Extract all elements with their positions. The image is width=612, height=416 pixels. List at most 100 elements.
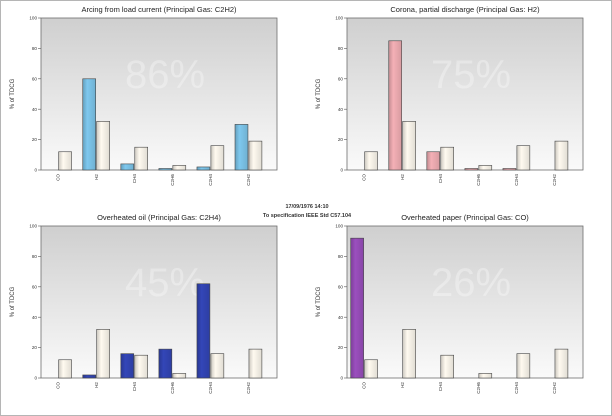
x-tick-label: H2 — [400, 174, 405, 180]
percent-label: 86% — [125, 53, 205, 97]
bar-reference-gas — [440, 146, 455, 171]
x-tick-label: C2H2 — [552, 382, 557, 394]
x-tick-label: C2H2 — [246, 174, 251, 186]
y-tick-label: 20 — [32, 137, 38, 142]
chart-title: Corona, partial discharge (Principal Gas… — [390, 5, 540, 14]
bar-fault-gas — [196, 283, 211, 379]
x-tick-label: CO — [56, 382, 61, 389]
chart-overheated-oil: Overheated oil (Principal Gas: C2H4) 45% 0… — [1, 209, 307, 414]
chart-svg: Arcing from load current (Principal Gas:… — [10, 5, 278, 186]
bar-fault-gas — [388, 40, 402, 171]
analysis-info: 17/09/1976 14:10 To specification IEEE S… — [1, 203, 612, 221]
x-tick-label: C2H2 — [246, 382, 251, 394]
y-axis-label: % of TDCG — [10, 78, 16, 109]
x-tick-label: C2H4 — [514, 174, 519, 186]
bar-reference-gas — [96, 329, 110, 379]
bar-fault-gas — [196, 166, 211, 171]
y-tick-label: 20 — [338, 345, 344, 350]
bar-reference-gas — [516, 353, 531, 379]
bar-reference-gas — [440, 354, 455, 379]
bar-reference-gas — [478, 373, 493, 379]
y-tick-label: 60 — [32, 284, 38, 289]
x-tick-label: C2H4 — [514, 382, 519, 394]
bar-reference-gas — [478, 165, 493, 171]
percent-label: 26% — [431, 261, 511, 305]
chart-arcing: Arcing from load current (Principal Gas:… — [1, 1, 307, 206]
bar-reference-gas — [554, 348, 569, 379]
bar-fault-gas — [350, 237, 364, 379]
y-tick-label: 0 — [340, 376, 343, 381]
analysis-datetime: 17/09/1976 14:10 — [285, 204, 329, 210]
bar-reference-gas — [58, 359, 72, 379]
y-tick-label: 100 — [29, 16, 37, 21]
x-tick-label: CH4 — [132, 174, 137, 184]
bar-reference-gas — [516, 145, 531, 171]
y-tick-label: 100 — [335, 16, 343, 21]
bar-reference-gas — [58, 151, 72, 171]
x-tick-label: CH4 — [438, 382, 443, 392]
x-tick-label: C2H6 — [170, 174, 175, 186]
chart-overheated-paper: Overheated paper (Principal Gas: CO) 26% 0… — [307, 209, 612, 414]
chart-svg: Corona, partial discharge (Principal Gas… — [316, 5, 584, 186]
bar-reference-gas — [134, 146, 149, 171]
x-tick-label: CH4 — [438, 174, 443, 184]
x-tick-label: C2H6 — [170, 382, 175, 394]
chart-svg: Overheated oil (Principal Gas: C2H4) 45% 0… — [10, 213, 278, 394]
y-tick-label: 60 — [338, 284, 344, 289]
y-tick-label: 0 — [34, 376, 37, 381]
x-tick-label: CO — [362, 174, 367, 181]
y-tick-label: 0 — [340, 168, 343, 173]
x-tick-label: C2H4 — [208, 382, 213, 394]
plot-area — [346, 17, 584, 171]
bar-reference-gas — [210, 353, 225, 379]
x-tick-label: H2 — [400, 382, 405, 388]
bar-reference-gas — [402, 121, 416, 171]
chart-title: Overheated paper (Principal Gas: CO) — [401, 213, 529, 222]
x-tick-label: C2H4 — [208, 174, 213, 186]
bar-fault-gas — [120, 353, 135, 379]
bar-reference-gas — [248, 140, 263, 171]
bar-fault-gas — [158, 168, 173, 171]
bar-fault-gas — [82, 78, 96, 171]
x-tick-label: C2H2 — [552, 174, 557, 186]
y-axis-label: % of TDCG — [316, 286, 322, 317]
bar-reference-gas — [172, 165, 187, 171]
y-tick-label: 80 — [338, 254, 344, 259]
y-tick-label: 40 — [32, 107, 38, 112]
chart-svg: Overheated paper (Principal Gas: CO) 26% 0… — [316, 213, 584, 394]
x-tick-label: H2 — [94, 382, 99, 388]
y-tick-label: 0 — [34, 168, 37, 173]
y-axis-label: % of TDCG — [10, 286, 16, 317]
bar-reference-gas — [96, 121, 110, 171]
y-tick-label: 40 — [32, 315, 38, 320]
chart-title: Arcing from load current (Principal Gas:… — [81, 5, 237, 14]
y-tick-label: 40 — [338, 107, 344, 112]
x-tick-label: CO — [56, 174, 61, 181]
y-tick-label: 60 — [32, 76, 38, 81]
bar-fault-gas — [426, 151, 441, 171]
chart-title: Overheated oil (Principal Gas: C2H4) — [97, 213, 221, 222]
bar-reference-gas — [402, 329, 416, 379]
bar-reference-gas — [172, 373, 187, 379]
x-tick-label: CO — [362, 382, 367, 389]
bar-reference-gas — [134, 354, 149, 379]
bar-reference-gas — [554, 140, 569, 171]
bar-fault-gas — [464, 168, 479, 171]
bar-fault-gas — [234, 124, 249, 171]
bar-reference-gas — [210, 145, 225, 171]
y-tick-label: 80 — [32, 254, 38, 259]
bar-fault-gas — [158, 348, 173, 379]
y-tick-label: 100 — [29, 224, 37, 229]
bar-fault-gas — [502, 168, 517, 171]
y-tick-label: 100 — [335, 224, 343, 229]
bar-fault-gas — [120, 163, 135, 171]
y-tick-label: 20 — [338, 137, 344, 142]
bar-fault-gas — [82, 374, 96, 379]
x-tick-label: C2H6 — [476, 382, 481, 394]
y-tick-label: 40 — [338, 315, 344, 320]
bar-reference-gas — [248, 348, 263, 379]
plot-area — [346, 225, 584, 379]
percent-label: 75% — [431, 53, 511, 97]
y-axis-label: % of TDCG — [316, 78, 322, 109]
